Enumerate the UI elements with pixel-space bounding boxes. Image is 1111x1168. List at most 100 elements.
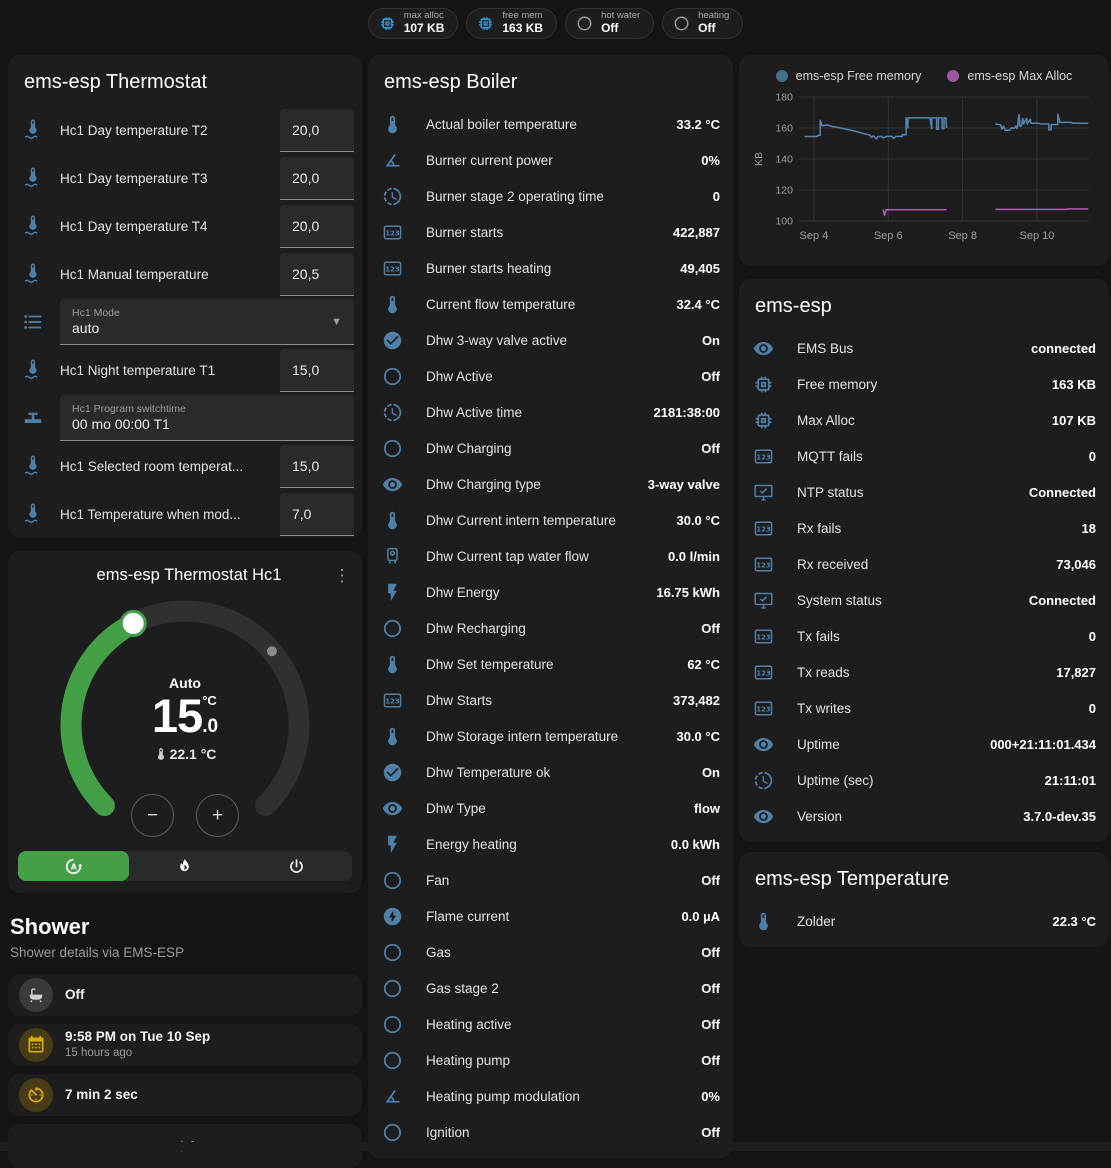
svg-text:KB: KB	[753, 152, 765, 166]
number-input[interactable]: 20,0	[280, 156, 354, 200]
entity-row-dhw-starts[interactable]: 123 Dhw Starts 373,482	[368, 682, 733, 718]
climate-card-title: ems-esp Thermostat Hc1	[96, 566, 282, 584]
text-input[interactable]: Hc1 Program switchtime 00 mo 00:00 T1	[60, 395, 354, 441]
entity-value: 30.0 °C	[676, 728, 720, 744]
monitor-check-icon	[753, 590, 774, 611]
entity-row-fan[interactable]: Fan Off	[368, 862, 733, 898]
entity-row-energy-heating[interactable]: Energy heating 0.0 kWh	[368, 826, 733, 862]
history-chart[interactable]: 100 120 140 160 180 Sep 4 Sep 6 Sep 8 Sep 10 KB	[751, 83, 1097, 255]
mode-select[interactable]: Hc1 Mode auto ▼	[60, 299, 354, 345]
tile-7-min-2-sec[interactable]: 7 min 2 sec	[8, 1074, 362, 1116]
legend-item-ems-esp-free-memory[interactable]: ems-esp Free memory	[775, 69, 921, 83]
entity-row-dhw-temperature-ok[interactable]: Dhw Temperature ok On	[368, 754, 733, 790]
config-row-hc1-day-temperature-t2[interactable]: Hc1 Day temperature T2 20,0	[8, 106, 362, 154]
entity-row-tx-reads[interactable]: 123 Tx reads 17,827	[739, 654, 1109, 690]
number-input[interactable]: 20,0	[280, 108, 354, 152]
config-row-hc1-temperature-when-mod[interactable]: Hc1 Temperature when mod... 7,0	[8, 490, 362, 538]
tile-off[interactable]: Off	[8, 974, 362, 1016]
tile-primary: 7 min 2 sec	[65, 1086, 138, 1102]
number-input[interactable]: 15,0	[280, 444, 354, 488]
badge-hot-water[interactable]: hot water Off	[565, 8, 655, 39]
entity-row-ignition[interactable]: Ignition Off	[368, 1114, 733, 1150]
entity-row-heating-active[interactable]: Heating active Off	[368, 1006, 733, 1042]
config-row-hc1-day-temperature-t3[interactable]: Hc1 Day temperature T3 20,0	[8, 154, 362, 202]
counter-icon: 123	[753, 626, 774, 647]
card-title: ems-esp Thermostat	[24, 71, 208, 93]
entity-row-ems-bus[interactable]: EMS Bus connected	[739, 330, 1109, 366]
entity-row-dhw-current-tap-water-flow[interactable]: Dhw Current tap water flow 0.0 l/min	[368, 538, 733, 574]
entity-row-system-status[interactable]: System status Connected	[739, 582, 1109, 618]
entity-row-version[interactable]: Version 3.7.0-dev.35	[739, 798, 1109, 834]
badge-heating[interactable]: heating Off	[662, 8, 744, 39]
badge-max-alloc[interactable]: max alloc 107 KB	[367, 8, 459, 39]
entity-row-gas[interactable]: Gas Off	[368, 934, 733, 970]
legend-item-ems-esp-max-alloc[interactable]: ems-esp Max Alloc	[947, 69, 1072, 83]
svg-text:123: 123	[385, 229, 400, 237]
entity-value: 0%	[701, 1088, 720, 1104]
number-input[interactable]: 20,5	[280, 252, 354, 296]
entity-row-uptime-sec[interactable]: Uptime (sec) 21:11:01	[739, 762, 1109, 798]
entity-row-heating-pump[interactable]: Heating pump Off	[368, 1042, 733, 1078]
svg-text:123: 123	[756, 633, 771, 641]
thermostat-dial[interactable]: Auto 15 °C .0 22.1 °C − +	[8, 587, 362, 843]
entity-row-tx-fails[interactable]: 123 Tx fails 0	[739, 618, 1109, 654]
entity-row-current-flow-temperature[interactable]: Current flow temperature 32.4 °C	[368, 286, 733, 322]
increase-temp-button[interactable]: +	[196, 794, 239, 837]
circle-outline-icon	[382, 942, 403, 963]
entity-row-heating-pump-modulation[interactable]: Heating pump modulation 0%	[368, 1078, 733, 1114]
entity-row-dhw-energy[interactable]: Dhw Energy 16.75 kWh	[368, 574, 733, 610]
entity-row-dhw-charging[interactable]: Dhw Charging Off	[368, 430, 733, 466]
entity-row-uptime[interactable]: Uptime 000+21:11:01.434	[739, 726, 1109, 762]
entity-row-free-memory[interactable]: Free memory 163 KB	[739, 366, 1109, 402]
hvac-mode-heat-button[interactable]	[129, 851, 240, 881]
entity-row-burner-starts[interactable]: 123 Burner starts 422,887	[368, 214, 733, 250]
entity-row-ntp-status[interactable]: NTP status Connected	[739, 474, 1109, 510]
tile-9-58-pm-on-tue-10-sep[interactable]: 9:58 PM on Tue 10 Sep 15 hours ago	[8, 1024, 362, 1066]
config-row-hc1-night-temperature-t1[interactable]: Hc1 Night temperature T1 15,0	[8, 346, 362, 394]
number-input[interactable]: 7,0	[280, 492, 354, 536]
entity-row-rx-received[interactable]: 123 Rx received 73,046	[739, 546, 1109, 582]
history-chart-card[interactable]: ems-esp Free memory ems-esp Max Alloc 100…	[739, 55, 1109, 266]
config-row-hc1-selected-room-temperat[interactable]: Hc1 Selected room temperat... 15,0	[8, 442, 362, 490]
entity-row-burner-current-power[interactable]: Burner current power 0%	[368, 142, 733, 178]
entity-row-burner-stage-2-operating-time[interactable]: Burner stage 2 operating time 0	[368, 178, 733, 214]
entity-row-dhw-charging-type[interactable]: Dhw Charging type 3-way valve	[368, 466, 733, 502]
badge-free-mem[interactable]: free mem 163 KB	[466, 8, 558, 39]
config-row-hc1-day-temperature-t4[interactable]: Hc1 Day temperature T4 20,0	[8, 202, 362, 250]
entity-label: Tx fails	[797, 628, 840, 644]
number-input[interactable]: 15,0	[280, 348, 354, 392]
entity-row-dhw-recharging[interactable]: Dhw Recharging Off	[368, 610, 733, 646]
entity-row-max-alloc[interactable]: Max Alloc 107 KB	[739, 402, 1109, 438]
decrease-temp-button[interactable]: −	[131, 794, 174, 837]
entity-row-mqtt-fails[interactable]: 123 MQTT fails 0	[739, 438, 1109, 474]
circle-outline-icon	[382, 1122, 403, 1143]
entity-row-tx-writes[interactable]: 123 Tx writes 0	[739, 690, 1109, 726]
entity-row-burner-starts-heating[interactable]: 123 Burner starts heating 49,405	[368, 250, 733, 286]
entity-row-zolder[interactable]: Zolder 22.3 °C	[739, 903, 1109, 939]
entity-row-dhw-storage-intern-temperature[interactable]: Dhw Storage intern temperature 30.0 °C	[368, 718, 733, 754]
entity-row-dhw-current-intern-temperature[interactable]: Dhw Current intern temperature 30.0 °C	[368, 502, 733, 538]
entity-label: Dhw Active time	[426, 404, 523, 420]
entity-label: Burner current power	[426, 152, 553, 168]
entity-row-dhw-set-temperature[interactable]: Dhw Set temperature 62 °C	[368, 646, 733, 682]
entity-row-dhw-active-time[interactable]: Dhw Active time 2181:38:00	[368, 394, 733, 430]
entity-row-actual-boiler-temperature[interactable]: Actual boiler temperature 33.2 °C	[368, 106, 733, 142]
entity-row-rx-fails[interactable]: 123 Rx fails 18	[739, 510, 1109, 546]
more-options-icon[interactable]: ⋮	[333, 566, 351, 585]
circle-outline-icon	[382, 618, 403, 639]
number-input[interactable]: 20,0	[280, 204, 354, 248]
hvac-mode-off-button[interactable]	[241, 851, 352, 881]
entity-row-dhw-3-way-valve-active[interactable]: Dhw 3-way valve active On	[368, 322, 733, 358]
pipe-valve-icon	[22, 407, 44, 429]
entity-row-flame-current[interactable]: Flame current 0.0 µA	[368, 898, 733, 934]
thermometer-water-icon	[22, 119, 44, 141]
horizontal-scrollbar[interactable]	[0, 1142, 1111, 1151]
hvac-mode-auto-button[interactable]: A	[18, 851, 130, 881]
target-temp-handle[interactable]	[119, 609, 147, 637]
entity-value: On	[701, 764, 720, 780]
entity-row-gas-stage-2[interactable]: Gas stage 2 Off	[368, 970, 733, 1006]
counter-icon: 123	[753, 698, 774, 719]
entity-row-dhw-type[interactable]: Dhw Type flow	[368, 790, 733, 826]
config-row-hc1-manual-temperature[interactable]: Hc1 Manual temperature 20,5	[8, 250, 362, 298]
entity-row-dhw-active[interactable]: Dhw Active Off	[368, 358, 733, 394]
